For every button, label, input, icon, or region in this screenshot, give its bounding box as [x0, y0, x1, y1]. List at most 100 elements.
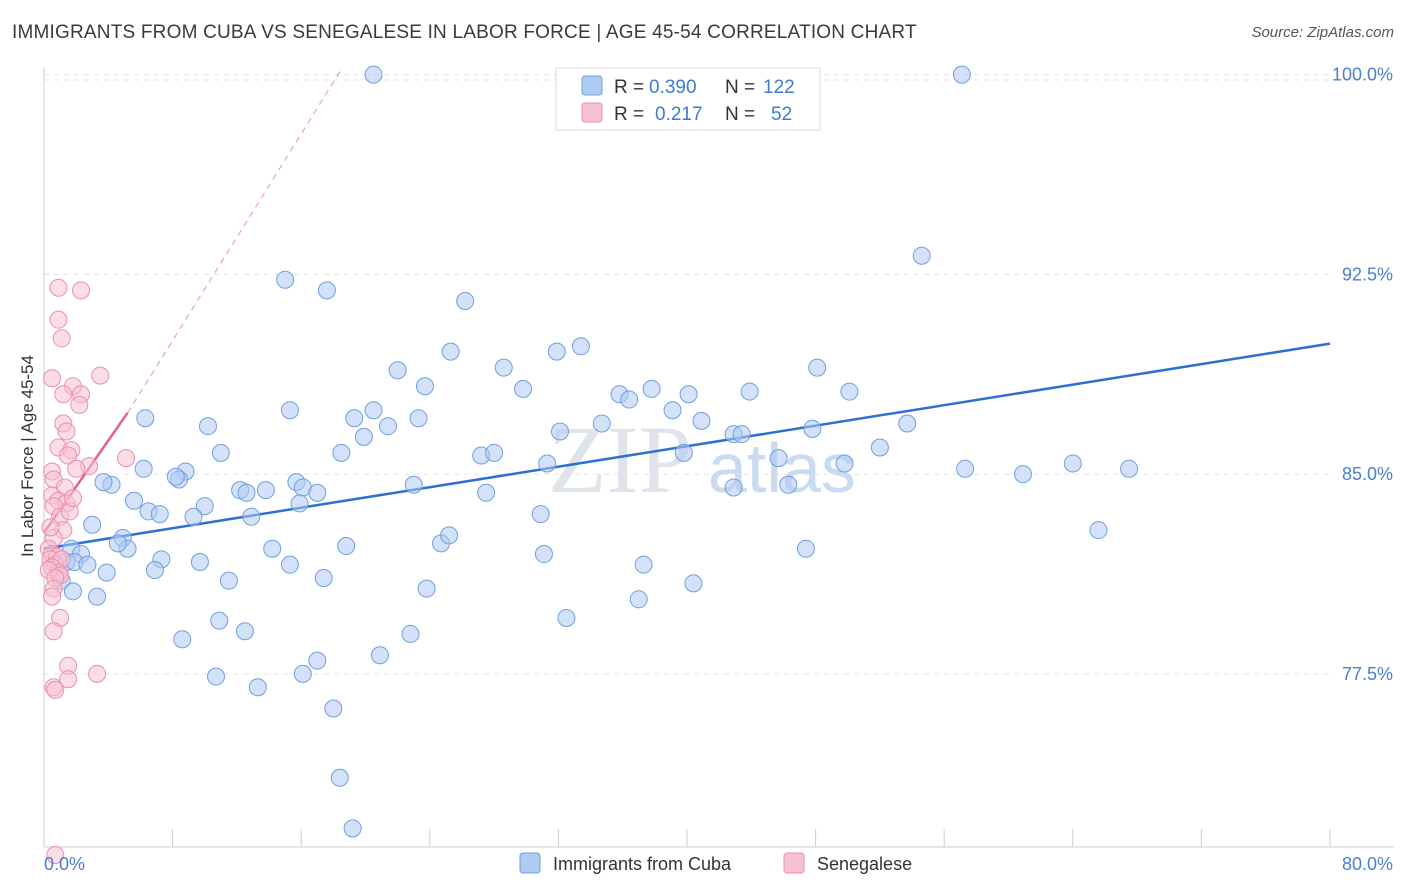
point-cuba-26 [198, 417, 217, 436]
chart-title: IMMIGRANTS FROM CUBA VS SENEGALESE IN LA… [12, 22, 917, 43]
legend-r-label-senegalese: R = [614, 104, 644, 125]
series-senegalese-points [39, 278, 135, 864]
y-tick-label-1: 85.0% [1342, 464, 1393, 484]
x-tick-label-1: 80.0% [1342, 854, 1393, 874]
point-cuba-15 [642, 379, 661, 398]
point-cuba-30 [592, 414, 611, 433]
point-cuba-71 [531, 505, 550, 524]
point-cuba-81 [440, 526, 459, 545]
point-senegalese-14 [116, 449, 135, 468]
point-cuba-67 [150, 505, 169, 524]
point-cuba-110 [370, 646, 389, 665]
point-cuba-49 [134, 459, 153, 478]
point-cuba-36 [870, 438, 889, 457]
point-cuba-112 [293, 664, 312, 683]
point-cuba-31 [692, 411, 711, 430]
point-cuba-40 [485, 443, 504, 462]
point-cuba-46 [1013, 465, 1032, 484]
point-cuba-96 [634, 555, 653, 574]
point-cuba-28 [354, 427, 373, 446]
point-cuba-97 [219, 571, 238, 590]
point-cuba-63 [779, 475, 798, 494]
point-senegalese-7 [54, 385, 73, 404]
legend-swatch-cuba [581, 75, 603, 96]
point-cuba-8 [571, 337, 590, 356]
point-senegalese-47 [46, 845, 65, 864]
legend-r-value-cuba: 0.390 [649, 77, 697, 98]
point-cuba-56 [256, 481, 275, 500]
point-cuba-9 [494, 358, 513, 377]
bottom-legend-swatch-cuba [519, 852, 541, 874]
point-senegalese-4 [91, 366, 110, 385]
point-cuba-29 [551, 422, 570, 441]
legend-n-value-cuba: 122 [763, 77, 795, 98]
tick-labels: 77.5% 85.0% 92.5% 100.0% 0.0% 80.0% [44, 65, 1393, 874]
point-cuba-105 [235, 622, 254, 641]
point-senegalese-0 [49, 278, 68, 297]
point-cuba-48 [1120, 459, 1139, 478]
point-cuba-12 [415, 377, 434, 396]
legend-r-label-cuba: R = [614, 77, 644, 98]
legend-r-value-senegalese: 0.217 [655, 104, 703, 125]
point-senegalese-39 [43, 587, 62, 606]
point-senegalese-50 [41, 518, 60, 537]
point-cuba-16 [740, 382, 759, 401]
point-cuba-37 [211, 443, 230, 462]
trendline-senegalese-extension [127, 68, 342, 414]
point-cuba-13 [514, 379, 533, 398]
point-cuba-35 [898, 414, 917, 433]
point-cuba-54 [94, 473, 113, 492]
point-senegalese-48 [57, 422, 76, 441]
point-cuba-43 [769, 449, 788, 468]
point-cuba-87 [78, 555, 97, 574]
point-senegalese-9 [70, 395, 89, 414]
point-senegalese-13 [59, 446, 78, 465]
point-cuba-59 [404, 475, 423, 494]
legend-n-label-senegalese: N = [725, 104, 755, 125]
point-cuba-34 [803, 419, 822, 438]
point-cuba-47 [1063, 454, 1082, 473]
point-cuba-25 [136, 409, 155, 428]
point-cuba-90 [534, 545, 553, 564]
y-tick-label-0: 77.5% [1342, 664, 1393, 684]
point-senegalese-49 [67, 459, 86, 478]
point-cuba-65 [195, 497, 214, 516]
point-cuba-109 [308, 651, 327, 670]
point-cuba-7 [547, 342, 566, 361]
legend-swatch-senegalese [581, 102, 603, 123]
point-cuba-38 [332, 443, 351, 462]
point-cuba-95 [314, 569, 333, 588]
point-cuba-21 [364, 401, 383, 420]
point-cuba-17 [840, 382, 859, 401]
point-cuba-113 [248, 678, 267, 697]
point-cuba-115 [330, 768, 349, 787]
point-cuba-104 [210, 611, 229, 630]
point-cuba-72 [83, 515, 102, 534]
point-senegalese-5 [43, 369, 62, 388]
point-senegalese-41 [44, 622, 63, 641]
point-cuba-69 [290, 494, 309, 513]
point-cuba-19 [620, 390, 639, 409]
point-cuba-92 [97, 563, 116, 582]
stats-legend: R = 0.390 N = 122 R = 0.217 N = 52 [555, 67, 821, 131]
point-cuba-70 [237, 483, 256, 502]
point-cuba-102 [684, 574, 703, 593]
point-cuba-60 [308, 483, 327, 502]
point-senegalese-44 [88, 664, 107, 683]
point-cuba-42 [674, 443, 693, 462]
point-senegalese-3 [52, 329, 71, 348]
watermark-zip: ZIP [548, 406, 692, 513]
bottom-legend-swatch-senegalese [783, 852, 805, 874]
legend-n-value-senegalese: 52 [771, 104, 792, 125]
point-senegalese-43 [59, 670, 78, 689]
point-cuba-41 [538, 454, 557, 473]
point-cuba-99 [63, 582, 82, 601]
series-legend: Immigrants from Cuba Senegalese [519, 852, 912, 874]
point-cuba-61 [477, 483, 496, 502]
point-cuba-0 [364, 65, 383, 84]
point-cuba-68 [184, 507, 203, 526]
point-cuba-62 [724, 478, 743, 497]
point-senegalese-51 [63, 489, 82, 508]
point-cuba-27 [379, 417, 398, 436]
